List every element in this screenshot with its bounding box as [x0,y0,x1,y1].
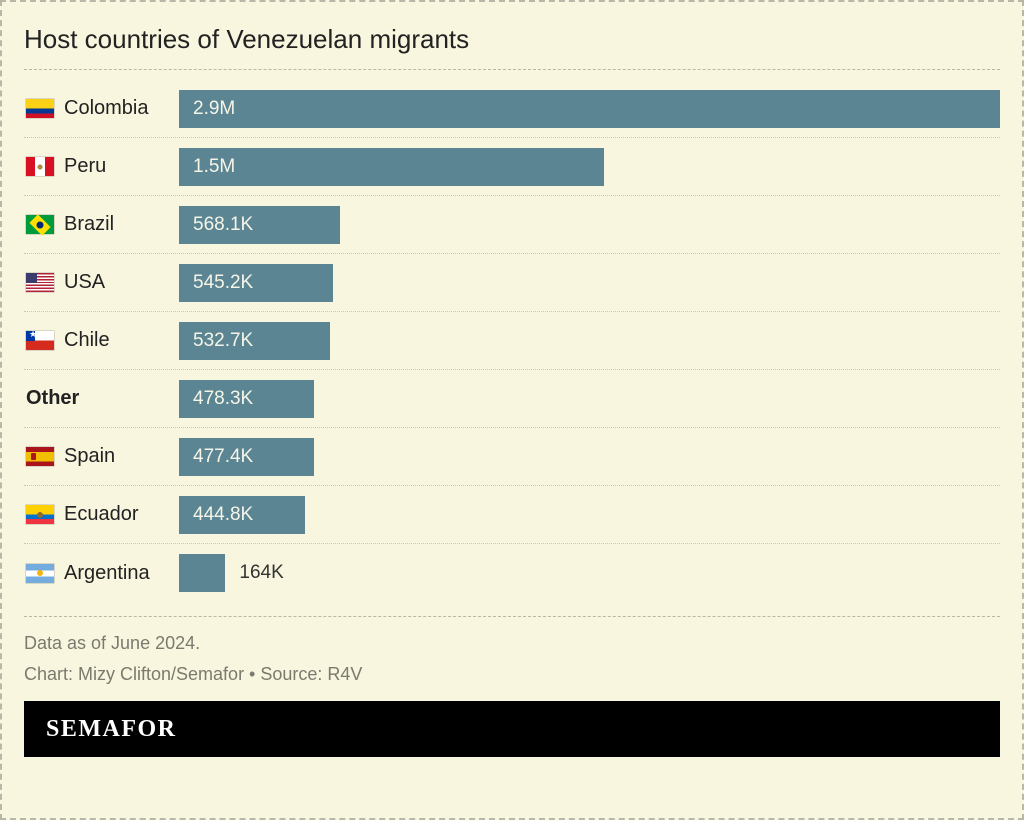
pe-flag-icon [26,157,54,176]
chart-credit: Chart: Mizy Clifton/Semafor • Source: R4… [24,664,1000,685]
country-label: Argentina [64,562,150,585]
bar-row: USA 545.2K [24,254,1000,312]
us-flag-icon [26,273,54,292]
country-label: Spain [64,445,115,468]
bar-value: 478.3K [179,388,253,410]
label-cell: Peru [24,155,179,178]
bar-cell: 478.3K [179,370,1000,427]
bar-value: 1.5M [179,156,235,178]
bar-rows: Colombia 2.9M Peru 1.5M Brazil 568.1K USA 545.2… [24,80,1000,602]
label-cell: Spain [24,445,179,468]
bar [179,554,225,592]
divider-bottom [24,616,1000,617]
bar: 478.3K [179,380,314,418]
bar-row: Spain 477.4K [24,428,1000,486]
bar-value: 545.2K [179,272,253,294]
bar-row: Other 478.3K [24,370,1000,428]
bar: 568.1K [179,206,340,244]
bar-cell: 545.2K [179,254,1000,311]
bar: 532.7K [179,322,330,360]
bar-cell: 2.9M [179,80,1000,137]
co-flag-icon [26,99,54,118]
bar-cell: 1.5M [179,138,1000,195]
bar-row: Colombia 2.9M [24,80,1000,138]
divider-top [24,69,1000,70]
label-cell: Other [24,387,179,410]
br-flag-icon [26,215,54,234]
label-cell: USA [24,271,179,294]
bar-cell: 477.4K [179,428,1000,485]
country-label: Brazil [64,213,114,236]
country-label: Chile [64,329,110,352]
chart-card: Host countries of Venezuelan migrants Co… [0,0,1024,820]
country-label: Ecuador [64,503,139,526]
ar-flag-icon [26,564,54,583]
country-label: USA [64,271,105,294]
bar: 1.5M [179,148,604,186]
bar-row: Peru 1.5M [24,138,1000,196]
brand-bar: SEMAFOR [24,701,1000,757]
bar-row: Brazil 568.1K [24,196,1000,254]
country-label: Peru [64,155,106,178]
ec-flag-icon [26,505,54,524]
bar-row: Argentina 164K [24,544,1000,602]
bar-value: 2.9M [179,98,235,120]
es-flag-icon [26,447,54,466]
footnote: Data as of June 2024. [24,633,1000,654]
bar-row: Chile 532.7K [24,312,1000,370]
label-cell: Chile [24,329,179,352]
bar: 444.8K [179,496,305,534]
bar-value: 477.4K [179,446,253,468]
bar: 477.4K [179,438,314,476]
label-cell: Argentina [24,562,179,585]
label-cell: Colombia [24,97,179,120]
bar-value: 568.1K [179,214,253,236]
bar-cell: 532.7K [179,312,1000,369]
bar-value: 444.8K [179,504,253,526]
bar: 2.9M [179,90,1000,128]
bar-value: 164K [225,562,283,584]
chart-title: Host countries of Venezuelan migrants [24,24,1000,69]
cl-flag-icon [26,331,54,350]
bar-cell: 164K [179,544,1000,602]
country-label: Colombia [64,97,148,120]
bar-cell: 568.1K [179,196,1000,253]
bar: 545.2K [179,264,333,302]
label-cell: Brazil [24,213,179,236]
bar-cell: 444.8K [179,486,1000,543]
bar-row: Ecuador 444.8K [24,486,1000,544]
bar-value: 532.7K [179,330,253,352]
brand-logo: SEMAFOR [46,716,177,743]
country-label: Other [26,387,79,410]
label-cell: Ecuador [24,503,179,526]
